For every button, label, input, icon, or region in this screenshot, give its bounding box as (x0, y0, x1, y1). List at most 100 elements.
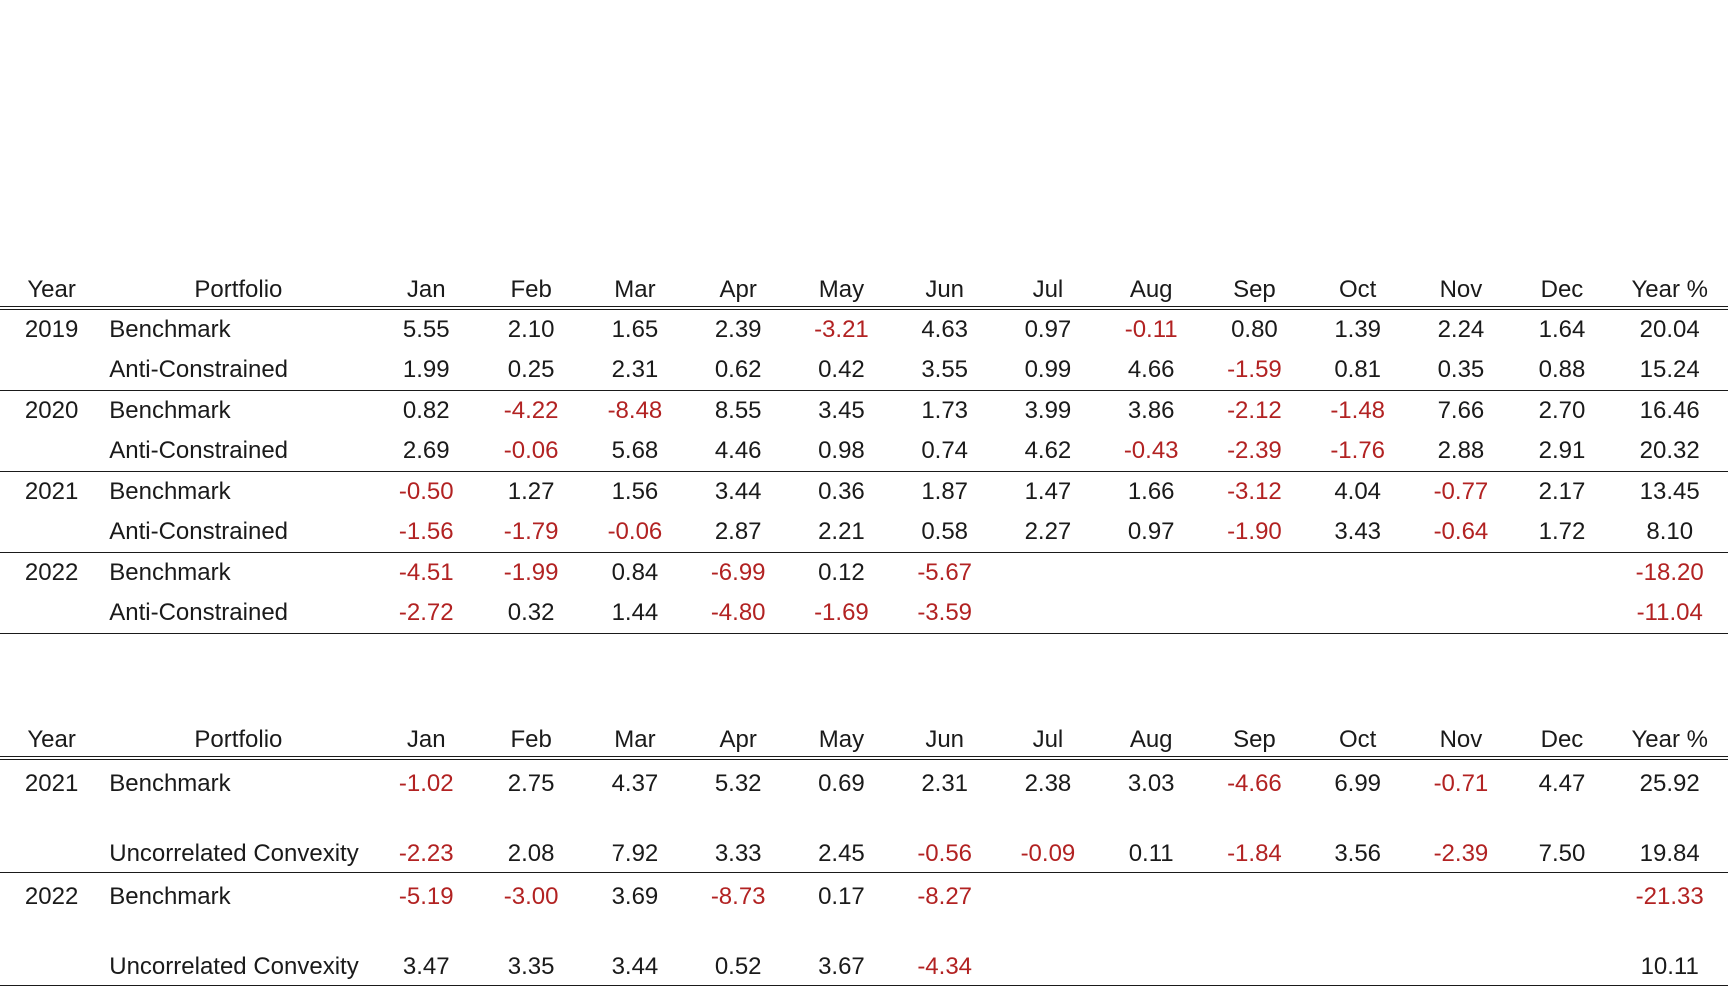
month-value-cell: -4.80 (686, 593, 790, 634)
month-value-cell: 8.55 (714, 397, 762, 424)
month-value-cell: 0.84 (611, 559, 659, 586)
month-value-cell: -3.21 (814, 316, 869, 343)
month-value-cell (1513, 873, 1612, 930)
month-value-cell (1409, 593, 1513, 634)
month-value-cell: 6.99 (1334, 770, 1382, 797)
month-value-cell: -0.64 (1409, 512, 1513, 553)
month-value-cell: -2.39 (1409, 816, 1513, 873)
month-value-cell: 2.21 (789, 512, 894, 553)
month-value-cell: 0.69 (818, 770, 865, 797)
month-value-cell: 2.88 (1409, 431, 1513, 472)
table-row: Uncorrelated Convexity -2.23 2.08 7.92 3.33 2… (0, 816, 1728, 873)
month-value-cell: -3.00 (503, 883, 559, 910)
month-value-cell: 2.39 (714, 316, 762, 343)
month-value-cell: 0.42 (789, 350, 894, 391)
month-value-cell: 3.44 (583, 929, 687, 986)
month-value-cell: 0.62 (686, 350, 790, 391)
month-value-cell: 3.03 (1127, 770, 1175, 797)
portfolio-cell: Anti-Constrained (103, 431, 374, 472)
month-value-cell: 1.44 (583, 593, 687, 634)
month-value-cell: -4.51 (398, 559, 454, 586)
month-value-cell: 4.04 (1334, 478, 1382, 505)
year-total-cell: 10.11 (1611, 929, 1728, 986)
month-value-cell: 0.12 (818, 559, 865, 586)
portfolio-cell: Anti-Constrained (103, 350, 374, 391)
month-value-cell: -4.66 (1227, 770, 1282, 797)
month-value-cell (1203, 873, 1306, 930)
column-header: Jun (893, 268, 997, 310)
column-header: Oct (1306, 268, 1410, 310)
month-value-cell: -0.43 (1099, 431, 1203, 472)
column-header: Portfolio (103, 268, 374, 310)
month-value-cell: 0.99 (996, 350, 1100, 391)
column-header: Oct (1306, 718, 1410, 760)
year-total-cell: 8.10 (1611, 512, 1728, 553)
column-header: Jun (893, 718, 997, 760)
month-value-cell: 0.32 (478, 593, 584, 634)
column-header: Year (0, 268, 104, 310)
month-value-cell: 0.88 (1512, 350, 1612, 391)
month-value-cell: -3.59 (893, 593, 997, 634)
year-total-cell: 15.24 (1611, 350, 1728, 391)
month-value-cell: 3.43 (1306, 512, 1410, 553)
portfolio-cell: Uncorrelated Convexity (103, 929, 374, 986)
column-header: May (789, 718, 894, 760)
year-total-cell: 25.92 (1639, 770, 1700, 797)
table-row: Anti-Constrained -1.56 -1.79 -0.06 2.87 2.21 0… (0, 512, 1728, 553)
month-value-cell: 4.37 (611, 770, 659, 797)
column-header: Nov (1409, 268, 1513, 310)
month-value-cell: -1.59 (1202, 350, 1307, 391)
column-header: Jan (373, 268, 479, 310)
column-header: Year % (1611, 268, 1728, 310)
month-value-cell: 2.31 (921, 770, 969, 797)
month-value-cell: 2.31 (583, 350, 687, 391)
month-value-cell: -1.79 (478, 512, 584, 553)
table-row: 2020 Benchmark 0.82 -4.22 -8.48 8.55 3.45 1.73 3… (0, 391, 1728, 432)
month-value-cell: 4.62 (996, 431, 1100, 472)
month-value-cell: 2.69 (373, 431, 479, 472)
month-value-cell: 2.17 (1538, 478, 1586, 505)
month-value-cell: 0.82 (402, 397, 450, 424)
month-value-cell: -0.11 (1124, 316, 1178, 343)
month-value-cell: 2.27 (996, 512, 1100, 553)
month-value-cell: 1.99 (373, 350, 479, 391)
month-value-cell: -0.50 (398, 478, 454, 505)
month-value-cell: 0.11 (1099, 816, 1203, 873)
year-total-cell: 16.46 (1639, 397, 1700, 424)
table-row: 2021 Benchmark -0.50 1.27 1.56 3.44 0.36 1.87 1.… (0, 472, 1728, 513)
month-value-cell (1306, 553, 1409, 594)
year-cell (0, 350, 104, 391)
month-value-cell: -0.09 (996, 816, 1100, 873)
month-value-cell (1202, 593, 1307, 634)
month-value-cell: 2.10 (507, 316, 555, 343)
column-header: Feb (478, 718, 584, 760)
month-value-cell: 5.32 (714, 770, 762, 797)
year-cell: 2019 (24, 316, 79, 343)
column-header: Aug (1099, 718, 1203, 760)
month-value-cell: 1.72 (1512, 512, 1612, 553)
table-row: Anti-Constrained 1.99 0.25 2.31 0.62 0.42 3.55… (0, 350, 1728, 391)
month-value-cell: -1.69 (789, 593, 894, 634)
month-value-cell: 1.56 (611, 478, 659, 505)
month-value-cell: 1.87 (921, 478, 969, 505)
month-value-cell: -0.71 (1433, 770, 1489, 797)
year-cell: 2022 (24, 883, 79, 910)
month-value-cell: 1.27 (507, 478, 555, 505)
portfolio-cell: Benchmark (109, 883, 231, 910)
column-header: Year (0, 718, 104, 760)
column-header: Feb (478, 268, 584, 310)
portfolio-cell: Benchmark (109, 316, 231, 343)
column-header: Dec (1512, 718, 1612, 760)
month-value-cell: 0.36 (818, 478, 865, 505)
month-value-cell: 0.25 (478, 350, 584, 391)
month-value-cell (1512, 593, 1612, 634)
month-value-cell: -8.48 (607, 397, 663, 424)
month-value-cell: 2.70 (1538, 397, 1586, 424)
month-value-cell (1099, 929, 1203, 986)
table-header: Year Portfolio Jan Feb Mar Apr May Jun Jul Aug Sep… (0, 718, 1728, 760)
table-row: 2019 Benchmark 5.55 2.10 1.65 2.39 -3.21 4.63 0.… (0, 308, 1728, 350)
month-value-cell (1409, 929, 1513, 986)
month-value-cell: -1.76 (1306, 431, 1410, 472)
column-header: Jan (373, 718, 479, 760)
portfolio-cell: Anti-Constrained (103, 593, 374, 634)
